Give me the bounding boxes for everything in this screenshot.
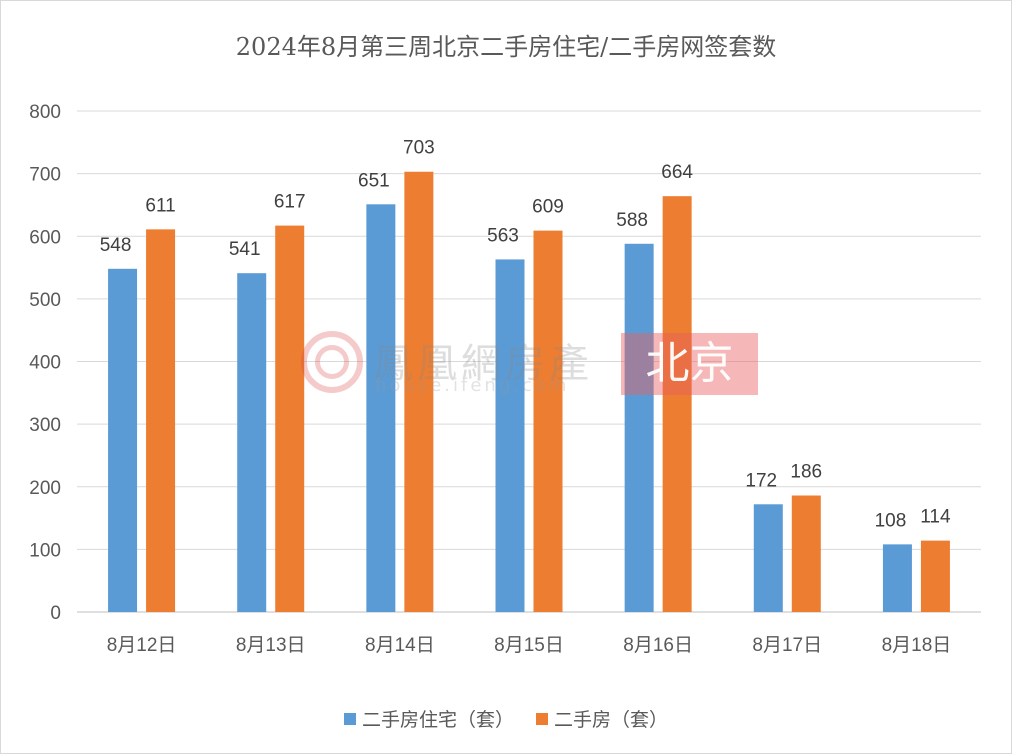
- bar-2: [662, 196, 692, 613]
- legend-label: 二手房（套）: [554, 709, 669, 731]
- data-label: 664: [661, 162, 693, 183]
- data-label: 611: [145, 195, 175, 216]
- y-tick-label: 0: [50, 603, 61, 624]
- bar-1: [495, 259, 525, 612]
- watermark-url: house.ifeng.com: [375, 375, 570, 396]
- legend-item-series-2: 二手房（套）: [536, 705, 668, 732]
- data-label: 651: [358, 170, 390, 191]
- bar-1: [753, 504, 783, 612]
- y-tick-label: 800: [29, 102, 61, 123]
- data-label: 186: [790, 462, 822, 483]
- bar-1: [882, 544, 912, 612]
- data-label: 588: [616, 210, 648, 231]
- legend-swatch: [343, 712, 356, 725]
- x-tick-label: 8月15日: [494, 635, 564, 656]
- data-label: 548: [100, 235, 132, 256]
- watermark-brand: 鳳凰網房產: [373, 341, 593, 387]
- watermark-city: 北京: [621, 333, 758, 395]
- y-tick-label: 400: [29, 353, 61, 374]
- data-label: 563: [487, 225, 519, 246]
- data-label: 541: [229, 239, 261, 260]
- x-tick-label: 8月16日: [623, 635, 693, 656]
- legend-swatch: [536, 712, 548, 725]
- ifeng-watermark: 鳳凰網房產 house.ifeng.com: [301, 331, 601, 396]
- y-tick-label: 600: [29, 227, 61, 248]
- y-tick-label: 500: [29, 290, 61, 311]
- data-label: 114: [920, 507, 951, 528]
- x-tick-label: 8月13日: [236, 635, 306, 656]
- bar-2: [275, 225, 305, 612]
- legend-item-series-1: 二手房住宅（套）: [343, 705, 514, 732]
- x-tick-label: 8月18日: [882, 635, 952, 656]
- x-tick-label: 8月17日: [752, 635, 822, 656]
- data-label: 108: [875, 510, 907, 531]
- x-tick-label: 8月12日: [107, 635, 177, 656]
- legend-label: 二手房住宅（套）: [361, 709, 514, 731]
- chart-title: 2024年8月第三周北京二手房住宅/二手房网签套数: [235, 33, 777, 61]
- bar-2: [920, 540, 950, 612]
- bar-2: [791, 495, 821, 612]
- data-label: 617: [274, 192, 306, 213]
- bar-2: [146, 229, 176, 612]
- bar-2: [404, 171, 434, 612]
- bar-1: [624, 243, 654, 612]
- y-tick-label: 200: [29, 478, 61, 499]
- bar-2: [533, 230, 563, 612]
- y-tick-label: 300: [29, 415, 61, 436]
- bar-1: [366, 204, 396, 612]
- bar-1: [237, 273, 267, 612]
- x-tick-label: 8月14日: [365, 635, 435, 656]
- data-label: 172: [745, 470, 777, 491]
- y-tick-label: 700: [29, 165, 61, 186]
- legend: 二手房住宅（套） 二手房（套）: [1, 705, 1011, 732]
- bar-1: [108, 268, 138, 612]
- ifeng-logo-icon: [301, 331, 363, 393]
- y-tick-label: 100: [29, 540, 61, 561]
- data-label: 609: [532, 197, 564, 218]
- data-label: 703: [403, 138, 435, 159]
